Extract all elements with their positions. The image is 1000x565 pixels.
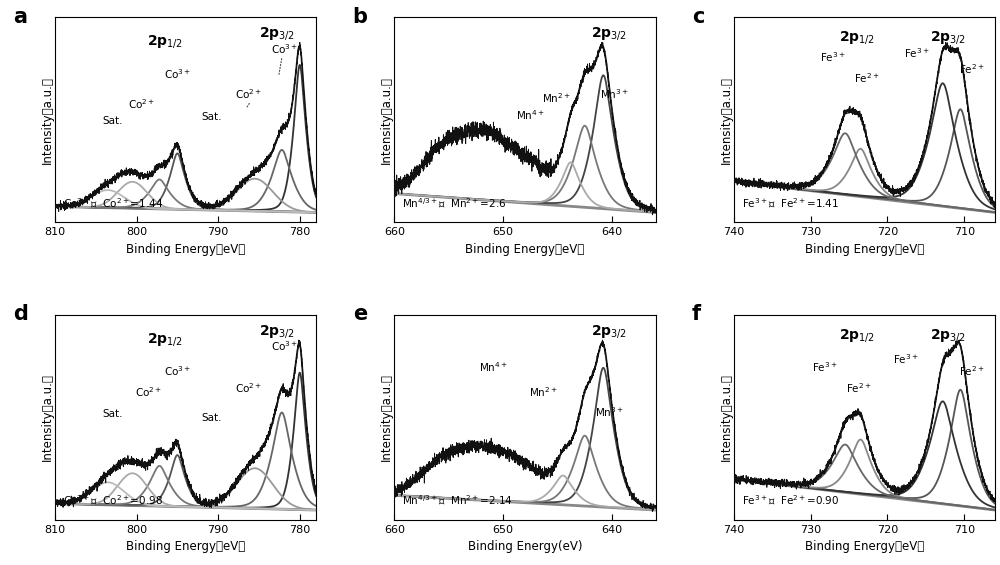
Text: Sat.: Sat.	[102, 116, 123, 125]
Text: Sat.: Sat.	[201, 413, 222, 423]
Text: Mn$^{4+}$: Mn$^{4+}$	[516, 108, 545, 121]
Y-axis label: Intensity（a.u.）: Intensity（a.u.）	[720, 76, 732, 163]
Text: Co$^{3+}$: Co$^{3+}$	[164, 67, 191, 81]
Text: Co$^{3+}$：  Co$^{2+}$=0.98: Co$^{3+}$： Co$^{2+}$=0.98	[63, 494, 163, 507]
Text: Mn$^{3+}$: Mn$^{3+}$	[600, 87, 629, 101]
Text: Fe$^{3+}$：  Fe$^{2+}$=0.90: Fe$^{3+}$： Fe$^{2+}$=0.90	[742, 494, 839, 507]
Text: Co$^{2+}$: Co$^{2+}$	[135, 385, 163, 399]
Text: 2p$_{3/2}$: 2p$_{3/2}$	[259, 25, 295, 42]
Text: 2p$_{1/2}$: 2p$_{1/2}$	[839, 29, 875, 46]
Text: 2p$_{1/2}$: 2p$_{1/2}$	[147, 331, 183, 348]
Text: 2p$_{3/2}$: 2p$_{3/2}$	[930, 29, 966, 46]
Text: Fe$^{3+}$: Fe$^{3+}$	[812, 360, 838, 374]
Y-axis label: Intensity（a.u.）: Intensity（a.u.）	[41, 373, 54, 461]
X-axis label: Binding Energy(eV): Binding Energy(eV)	[468, 540, 582, 553]
Text: a: a	[13, 7, 27, 27]
Text: 2p$_{1/2}$: 2p$_{1/2}$	[147, 33, 183, 50]
Y-axis label: Intensity（a.u.）: Intensity（a.u.）	[380, 76, 393, 163]
Text: Fe$^{3+}$: Fe$^{3+}$	[893, 352, 919, 366]
Text: Fe$^{2+}$: Fe$^{2+}$	[959, 364, 985, 378]
Text: f: f	[692, 305, 701, 324]
Text: Mn$^{2+}$: Mn$^{2+}$	[529, 385, 558, 399]
Y-axis label: Intensity（a.u.）: Intensity（a.u.）	[41, 76, 54, 163]
X-axis label: Binding Energy（eV）: Binding Energy（eV）	[126, 540, 245, 553]
Text: Mn$^{4/3+}$：  Mn$^{2+}$=2.6: Mn$^{4/3+}$： Mn$^{2+}$=2.6	[402, 196, 507, 210]
Text: Fe$^{2+}$: Fe$^{2+}$	[959, 63, 985, 76]
Text: Co$^{3+}$: Co$^{3+}$	[164, 364, 191, 378]
Text: Sat.: Sat.	[102, 409, 123, 419]
Text: Mn$^{3+}$: Mn$^{3+}$	[595, 405, 624, 419]
Text: 2p$_{1/2}$: 2p$_{1/2}$	[839, 327, 875, 344]
Text: Co$^{2+}$: Co$^{2+}$	[235, 381, 262, 394]
Text: 2p$_{3/2}$: 2p$_{3/2}$	[930, 327, 966, 344]
Y-axis label: Intensity（a.u.）: Intensity（a.u.）	[720, 373, 732, 461]
Text: 2p$_{3/2}$: 2p$_{3/2}$	[591, 323, 627, 340]
Text: Mn$^{4/3+}$：  Mn$^{2+}$=2.14: Mn$^{4/3+}$： Mn$^{2+}$=2.14	[402, 494, 513, 507]
Text: Fe$^{2+}$: Fe$^{2+}$	[846, 381, 872, 394]
Text: Co$^{3+}$：  Co$^{2+}$=1.44: Co$^{3+}$： Co$^{2+}$=1.44	[63, 196, 163, 210]
Text: Mn$^{4+}$: Mn$^{4+}$	[479, 360, 508, 374]
Text: d: d	[13, 305, 28, 324]
X-axis label: Binding Energy（eV）: Binding Energy（eV）	[465, 242, 585, 255]
Text: Sat.: Sat.	[201, 111, 222, 121]
Text: Co$^{3+}$: Co$^{3+}$	[271, 42, 298, 56]
Text: Co$^{2+}$: Co$^{2+}$	[235, 87, 262, 101]
Text: e: e	[353, 305, 367, 324]
Y-axis label: Intensity（a.u.）: Intensity（a.u.）	[380, 373, 393, 461]
Text: 2p$_{3/2}$: 2p$_{3/2}$	[591, 25, 627, 42]
Text: Co$^{2+}$: Co$^{2+}$	[128, 98, 155, 111]
Text: b: b	[353, 7, 368, 27]
X-axis label: Binding Energy（eV）: Binding Energy（eV）	[126, 242, 245, 255]
Text: Fe$^{3+}$: Fe$^{3+}$	[904, 46, 930, 60]
Text: 2p$_{3/2}$: 2p$_{3/2}$	[259, 323, 295, 340]
Text: Fe$^{2+}$: Fe$^{2+}$	[854, 71, 880, 85]
X-axis label: Binding Energy（eV）: Binding Energy（eV）	[805, 540, 924, 553]
Text: c: c	[692, 7, 704, 27]
Text: Fe$^{3+}$: Fe$^{3+}$	[820, 50, 846, 64]
Text: Mn$^{2+}$: Mn$^{2+}$	[542, 92, 571, 105]
Text: Co$^{3+}$: Co$^{3+}$	[271, 340, 298, 354]
Text: Fe$^{3+}$：  Fe$^{2+}$=1.41: Fe$^{3+}$： Fe$^{2+}$=1.41	[742, 196, 839, 210]
X-axis label: Binding Energy（eV）: Binding Energy（eV）	[805, 242, 924, 255]
